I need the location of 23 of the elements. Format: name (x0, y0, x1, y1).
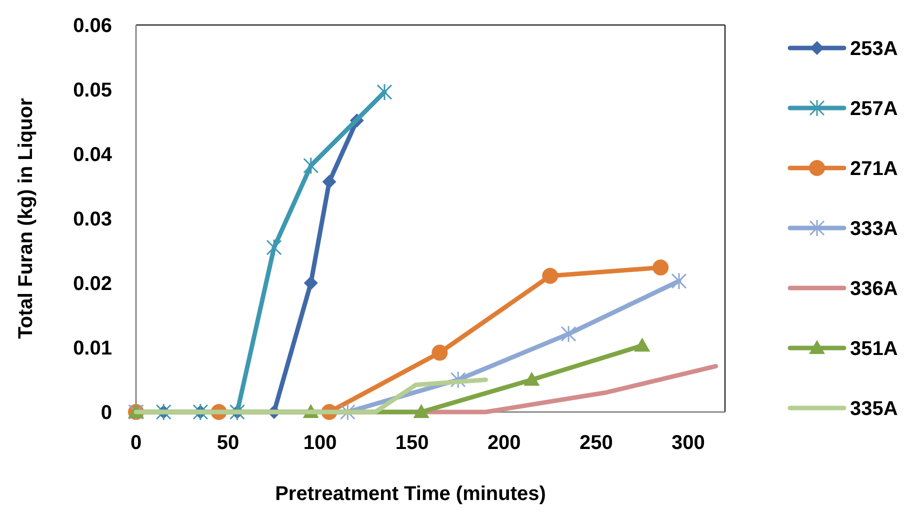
y-axis-title: Total Furan (kg) in Liquor (15, 98, 37, 339)
x-axis-title: Pretreatment Time (minutes) (275, 483, 546, 505)
x-tick-label: 100 (303, 432, 337, 454)
y-tick-label: 0.06 (73, 15, 112, 37)
legend-label: 257A (850, 98, 898, 120)
y-tick-label: 0.02 (73, 273, 112, 295)
legend-label: 271A (850, 158, 898, 180)
y-tick-label: 0.05 (73, 80, 112, 102)
x-tick-label: 150 (395, 432, 429, 454)
x-tick-label: 250 (579, 432, 613, 454)
y-tick-label: 0.01 (73, 338, 112, 360)
legend-label: 253A (850, 38, 898, 60)
legend-label: 333A (850, 218, 898, 240)
x-tick-label: 50 (216, 432, 240, 454)
x-tick-label: 0 (130, 432, 142, 454)
y-tick-label: 0.03 (73, 208, 112, 230)
legend-label: 335A (850, 398, 898, 420)
y-tick-label: 0.04 (73, 144, 113, 166)
x-tick-label: 200 (487, 432, 521, 454)
legend-label: 351A (850, 338, 898, 360)
legend-label: 336A (850, 278, 898, 300)
y-tick-label: 0 (100, 402, 112, 424)
x-tick-label: 300 (672, 432, 705, 454)
